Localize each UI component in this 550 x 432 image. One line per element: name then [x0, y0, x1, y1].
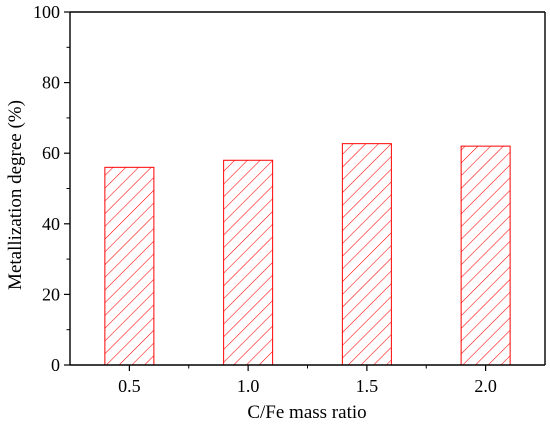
- bar-0.5: [104, 166, 155, 366]
- labels-layer: 0 20 40 60 80 100 0.5 1.0 1.5 2.0: [33, 2, 497, 396]
- y-tick-label-0: 0: [51, 355, 60, 375]
- y-axis-title: Metallization degree (%): [5, 100, 26, 290]
- bar-2.0: [460, 145, 511, 366]
- y-tick-label-40: 40: [42, 214, 60, 234]
- x-tick-label-0.5: 0.5: [118, 376, 141, 396]
- y-tick-label-60: 60: [42, 143, 60, 163]
- y-tick-label-100: 100: [33, 2, 60, 22]
- x-tick-label-1.5: 1.5: [356, 376, 379, 396]
- x-tick-label-2.0: 2.0: [474, 376, 497, 396]
- y-tick-label-80: 80: [42, 73, 60, 93]
- bar-1.0: [223, 159, 274, 366]
- bar-1.5: [341, 143, 392, 366]
- x-axis-title: C/Fe mass ratio: [247, 402, 366, 423]
- axes-layer: [64, 11, 546, 371]
- x-tick-label-1.0: 1.0: [237, 376, 260, 396]
- bars-layer: [104, 143, 511, 366]
- y-tick-label-20: 20: [42, 284, 60, 304]
